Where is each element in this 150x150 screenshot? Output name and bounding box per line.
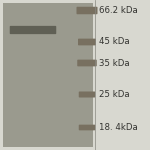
FancyBboxPatch shape xyxy=(76,7,98,14)
FancyBboxPatch shape xyxy=(79,92,95,98)
FancyBboxPatch shape xyxy=(3,3,93,147)
Text: 66.2 kDa: 66.2 kDa xyxy=(99,6,138,15)
Text: 45 kDa: 45 kDa xyxy=(99,38,130,46)
FancyBboxPatch shape xyxy=(78,39,96,45)
FancyBboxPatch shape xyxy=(79,125,95,130)
Text: 35 kDa: 35 kDa xyxy=(99,58,130,68)
Text: 18. 4kDa: 18. 4kDa xyxy=(99,123,138,132)
FancyBboxPatch shape xyxy=(77,60,97,66)
Text: 25 kDa: 25 kDa xyxy=(99,90,130,99)
FancyBboxPatch shape xyxy=(10,26,56,34)
